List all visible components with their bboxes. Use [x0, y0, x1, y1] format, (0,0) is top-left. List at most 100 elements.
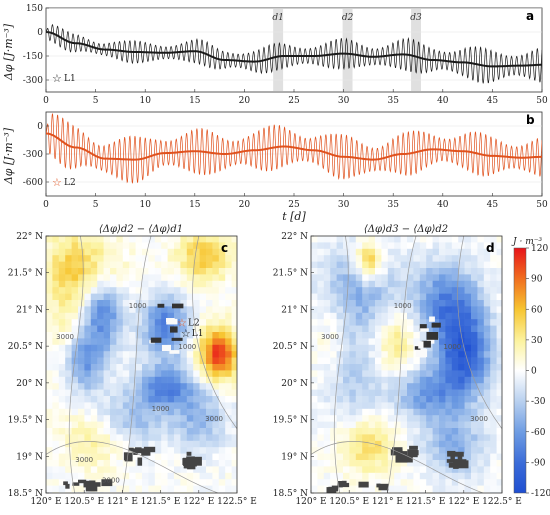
heatmap-cell	[471, 440, 478, 448]
heatmap-cell	[186, 332, 194, 339]
heatmap-cell	[451, 466, 459, 474]
heatmap-cell	[407, 421, 414, 429]
heatmap-cell	[154, 268, 162, 275]
heatmap-cell	[343, 274, 350, 282]
heatmap-cell	[362, 383, 369, 390]
heatmap-cell	[122, 492, 130, 493]
heatmap-cell	[477, 402, 485, 410]
series-raw-line	[46, 23, 542, 84]
heatmap-cell	[148, 325, 156, 333]
x-tick-label: 40	[437, 96, 449, 106]
heatmap-cell	[97, 300, 104, 307]
heatmap-cell	[97, 453, 104, 461]
heatmap-cell	[116, 485, 124, 493]
heatmap-cell	[496, 344, 502, 352]
heatmap-cell	[186, 242, 194, 250]
heatmap-cell	[413, 332, 421, 339]
heatmap-cell	[317, 370, 325, 378]
heatmap-cell	[343, 466, 350, 474]
heatmap-cell	[400, 479, 408, 486]
heatmap-cell	[343, 351, 350, 358]
heatmap-cell	[375, 287, 382, 294]
heatmap-cell	[174, 396, 181, 403]
heatmap-cell	[52, 447, 60, 454]
land-patch	[451, 451, 464, 457]
panel-a-label: a	[526, 9, 534, 23]
heatmap-cell	[311, 402, 318, 410]
heatmap-cell	[46, 479, 53, 486]
colorbar-unit: J · m⁻³	[511, 237, 542, 247]
heatmap-cell	[225, 479, 232, 486]
heatmap-cell	[426, 472, 433, 480]
heatmap-cell	[71, 485, 79, 493]
heatmap-cell	[496, 351, 502, 358]
heatmap-cell	[154, 287, 162, 294]
heatmap-cell	[336, 460, 344, 467]
heatmap-cell	[90, 383, 98, 390]
heatmap-cell	[471, 485, 478, 493]
heatmap-cell	[180, 402, 188, 410]
heatmap-cell	[65, 236, 72, 243]
lon-tick-label: 122.5° E	[482, 497, 522, 507]
heatmap-cell	[336, 389, 344, 397]
heatmap-cell	[148, 351, 156, 358]
heatmap-cell	[103, 344, 111, 352]
heatmap-cell	[375, 383, 382, 390]
heatmap-cell	[110, 332, 117, 339]
heatmap-cell	[122, 440, 130, 448]
heatmap-cell	[419, 255, 427, 262]
heatmap-cell	[483, 312, 491, 320]
heatmap-cell	[368, 434, 376, 442]
heatmap-cell	[218, 300, 226, 307]
heatmap-cell	[445, 293, 453, 301]
heatmap-cell	[477, 376, 485, 384]
x-tick-label: 25	[288, 96, 300, 106]
heatmap-cell	[330, 447, 337, 454]
heatmap-cell	[161, 396, 168, 403]
heatmap-cell	[103, 280, 111, 288]
heatmap-cell	[97, 274, 104, 282]
heatmap-cell	[186, 396, 194, 403]
heatmap-cell	[167, 472, 175, 480]
heatmap-cell	[400, 344, 408, 352]
heatmap-cell	[413, 466, 421, 474]
heatmap-cell	[458, 255, 465, 262]
heatmap-cell	[52, 351, 60, 358]
heatmap-cell	[419, 466, 427, 474]
heatmap-cell	[343, 255, 350, 262]
heatmap-cell	[394, 357, 401, 365]
heatmap-cell	[116, 248, 124, 256]
heatmap-cell	[387, 312, 395, 320]
heatmap-cell	[490, 396, 497, 403]
heatmap-cell	[212, 421, 220, 429]
heatmap-cell	[317, 325, 325, 333]
heatmap-cell	[336, 268, 344, 275]
heatmap-cell	[368, 236, 376, 243]
x-tick-label: 35	[387, 96, 399, 106]
heatmap-cell	[464, 383, 472, 390]
heatmap-cell	[407, 236, 414, 243]
heatmap-cell	[46, 370, 53, 378]
heatmap-cell	[336, 261, 344, 269]
heatmap-cell	[154, 261, 162, 269]
heatmap-cell	[206, 293, 213, 301]
heatmap-cell	[186, 376, 194, 384]
heatmap-cell	[84, 453, 92, 461]
heatmap-cell	[323, 319, 331, 326]
heatmap-cell	[212, 236, 220, 243]
heatmap-cell	[311, 415, 318, 422]
heatmap-cell	[439, 447, 446, 454]
heatmap-cell	[426, 492, 433, 493]
heatmap-cell	[129, 440, 136, 448]
heatmap-cell	[375, 421, 382, 429]
heatmap-cell	[381, 338, 389, 346]
heatmap-cell	[451, 300, 459, 307]
land-patch	[378, 483, 389, 491]
heatmap-cell	[349, 389, 357, 397]
heatmap-cell	[464, 376, 472, 384]
heatmap-cell	[225, 466, 232, 474]
heatmap-cell	[161, 472, 168, 480]
heatmap-cell	[84, 319, 92, 326]
heatmap-cell	[135, 408, 143, 416]
